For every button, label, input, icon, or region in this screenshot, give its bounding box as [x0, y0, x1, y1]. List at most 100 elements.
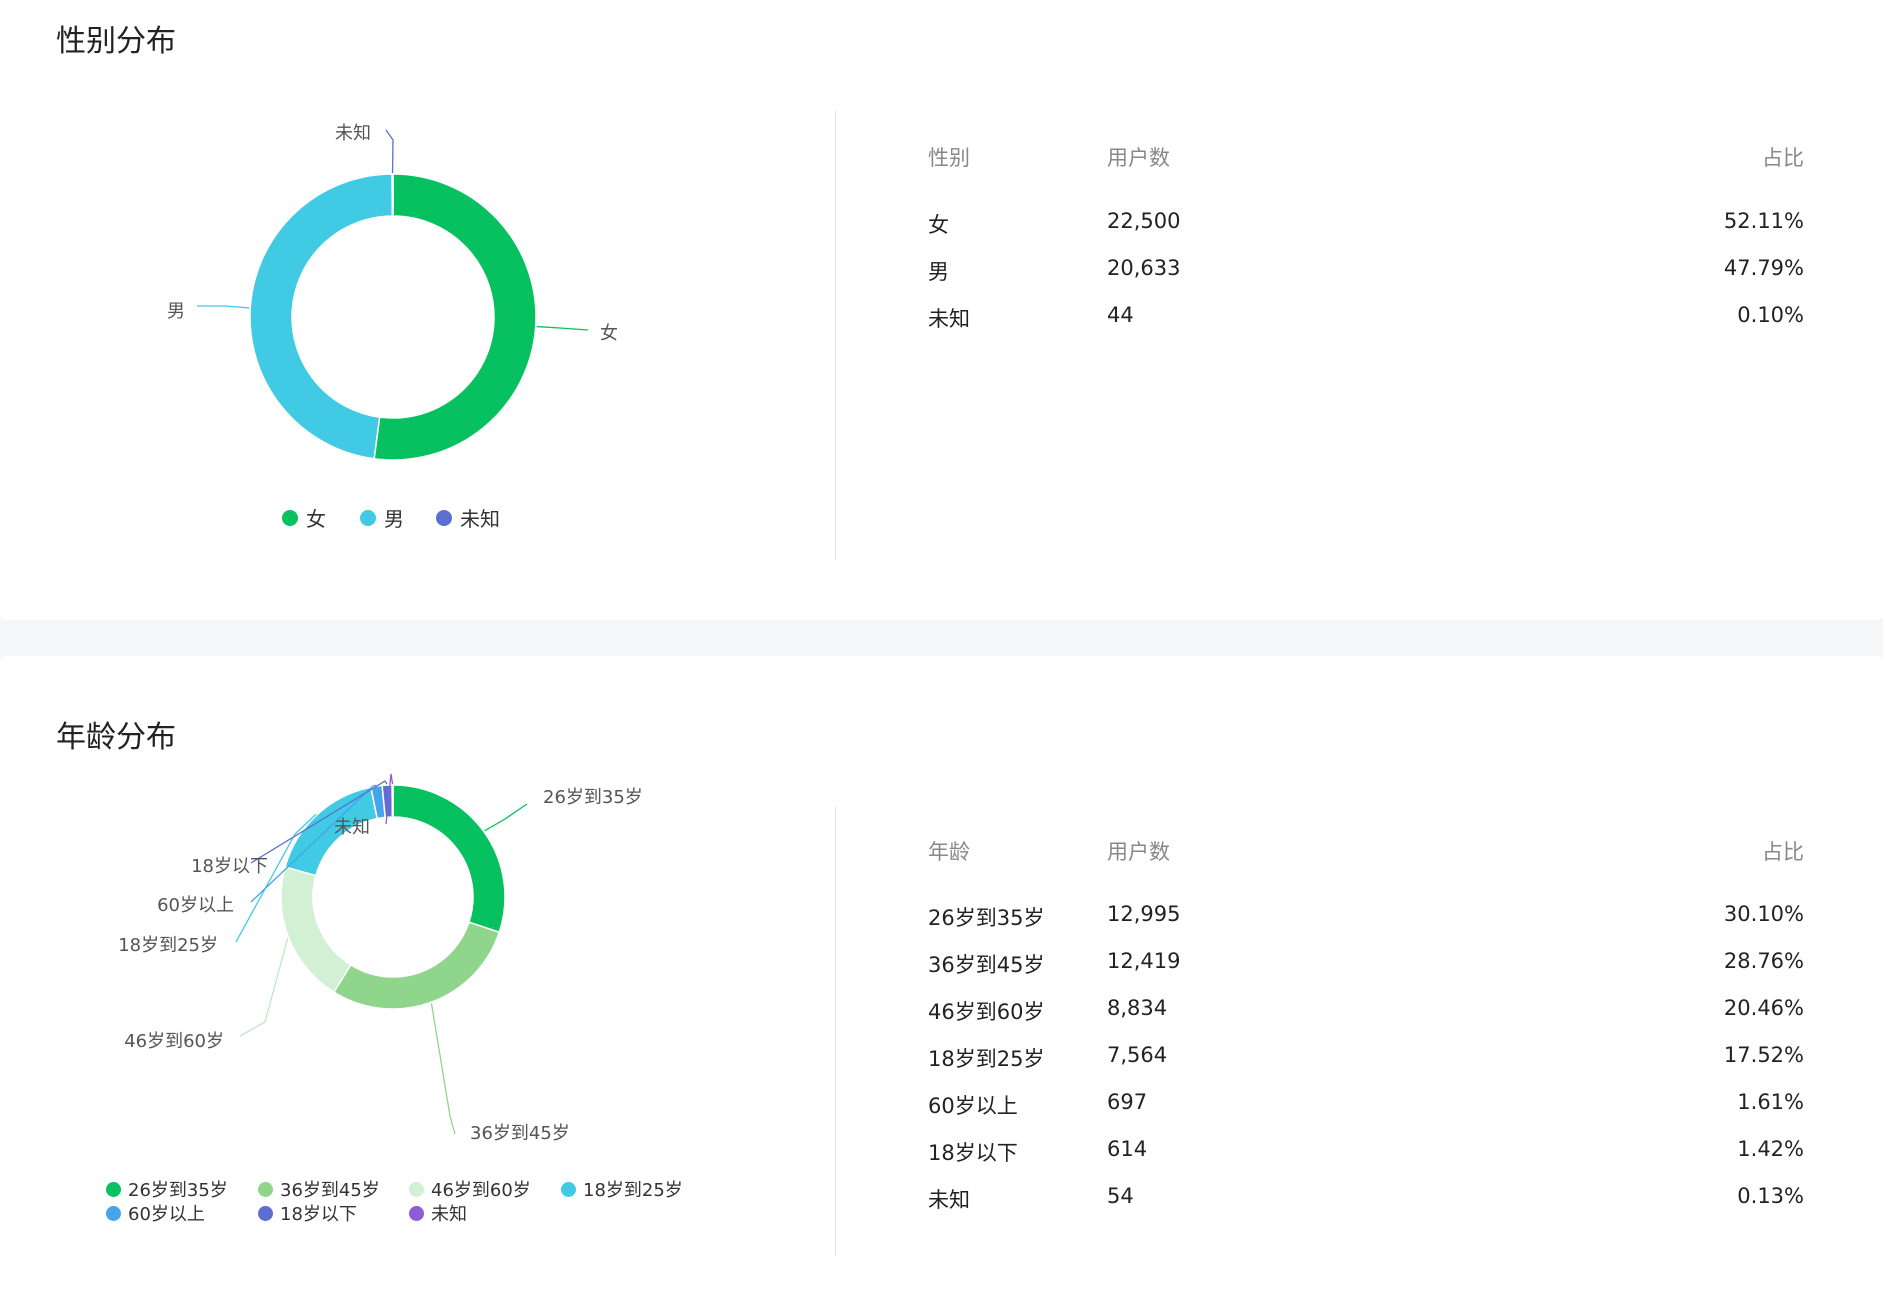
gender-table-cell: 47.79%	[1723, 256, 1804, 280]
age-legend-item-2[interactable]: 46岁到60岁	[409, 1176, 531, 1202]
age-table-cell: 26岁到35岁	[928, 906, 1045, 930]
gender-table-cell: 男	[928, 260, 949, 284]
gender-slice-label-0: 女	[600, 323, 618, 344]
age-section-title: 年龄分布	[56, 720, 176, 755]
age-table-cell: 36岁到45岁	[928, 953, 1045, 977]
gender-donut-slice-1[interactable]	[249, 173, 394, 460]
age-legend-dot-icon	[409, 1205, 424, 1221]
gender-leader-line-0	[536, 325, 589, 331]
age-donut-slice-0[interactable]	[392, 784, 506, 934]
gender-table-header-1: 用户数	[1107, 146, 1170, 170]
age-legend-item-0[interactable]: 26岁到35岁	[106, 1176, 228, 1202]
age-slice-label-2: 46岁到60岁	[124, 1031, 224, 1052]
gender-table-header-2: 占比	[1762, 146, 1804, 170]
age-leader-line-0	[484, 803, 528, 832]
age-legend-label: 18岁到25岁	[583, 1180, 683, 1201]
age-slice-label-1: 36岁到45岁	[470, 1123, 570, 1144]
age-legend-dot-icon	[561, 1181, 576, 1197]
age-slice-label-5: 18岁以下	[191, 856, 268, 877]
gender-legend-label: 男	[384, 507, 404, 531]
age-legend-dot-icon	[106, 1181, 121, 1197]
age-table-cell: 614	[1107, 1137, 1148, 1161]
age-table-cell: 8,834	[1107, 996, 1168, 1020]
gender-table-cell: 44	[1107, 303, 1134, 327]
age-table-cell: 1.42%	[1737, 1137, 1804, 1161]
gender-leader-line-1	[197, 305, 250, 309]
age-legend-label: 46岁到60岁	[431, 1180, 531, 1201]
age-table-header-2: 占比	[1762, 840, 1804, 864]
age-table-cell: 20.46%	[1723, 996, 1804, 1020]
gender-slice-label-1: 男	[167, 301, 185, 322]
age-legend-dot-icon	[106, 1205, 121, 1221]
gender-donut-slice-0[interactable]	[373, 173, 537, 461]
age-table-cell: 30.10%	[1723, 902, 1804, 926]
age-donut-slice-2[interactable]	[280, 866, 352, 994]
gender-legend-item-1[interactable]: 男	[360, 503, 404, 532]
age-table-header-1: 用户数	[1107, 840, 1170, 864]
gender-divider	[835, 110, 836, 560]
age-table-cell: 17.52%	[1723, 1043, 1804, 1067]
age-divider	[835, 806, 836, 1256]
age-legend-label: 26岁到35岁	[128, 1180, 228, 1201]
gender-legend-dot-icon	[282, 509, 298, 526]
age-legend-item-1[interactable]: 36岁到45岁	[258, 1176, 380, 1202]
age-table-cell: 28.76%	[1723, 949, 1804, 973]
age-legend-dot-icon	[409, 1181, 424, 1197]
age-leader-line-5	[250, 780, 388, 864]
age-leader-line-6	[385, 773, 394, 825]
gender-table-cell: 未知	[928, 307, 970, 331]
age-slice-label-0: 26岁到35岁	[543, 787, 643, 808]
age-legend-dot-icon	[258, 1181, 273, 1197]
age-legend-item-5[interactable]: 18岁以下	[258, 1200, 357, 1226]
age-table-cell: 18岁以下	[928, 1141, 1018, 1165]
age-leader-line-4	[250, 784, 377, 903]
age-legend-label: 60岁以上	[128, 1204, 205, 1225]
age-slice-label-3: 18岁到25岁	[118, 935, 218, 956]
age-table-cell: 46岁到60岁	[928, 1000, 1045, 1024]
gender-table-cell: 52.11%	[1723, 209, 1804, 233]
age-leader-line-3	[235, 813, 317, 943]
age-leader-line-1	[430, 1003, 456, 1135]
age-table-cell: 0.13%	[1737, 1184, 1804, 1208]
gender-leader-line-2	[385, 129, 394, 174]
age-leader-line-2	[239, 937, 289, 1037]
age-table-cell: 未知	[928, 1188, 970, 1212]
gender-donut-chart: 女 男 未知	[167, 123, 618, 461]
age-table-cell: 1.61%	[1737, 1090, 1804, 1114]
gender-legend-item-2[interactable]: 未知	[436, 503, 500, 532]
age-legend-label: 18岁以下	[280, 1204, 357, 1225]
age-table-cell: 18岁到25岁	[928, 1047, 1045, 1071]
age-table-cell: 54	[1107, 1184, 1134, 1208]
gender-legend-dot-icon	[436, 509, 452, 526]
gender-donut-slice-2[interactable]	[391, 173, 394, 217]
age-table-cell: 7,564	[1107, 1043, 1168, 1067]
gender-table-header-0: 性别	[928, 146, 970, 170]
age-table-cell: 12,419	[1107, 949, 1181, 973]
age-panel: 年龄分布 26岁到35岁 36岁到45岁 46岁到60岁 18岁到25岁 60岁以上 18…	[0, 656, 1883, 1307]
age-legend-item-3[interactable]: 18岁到25岁	[561, 1176, 683, 1202]
age-legend-item-4[interactable]: 60岁以上	[106, 1200, 205, 1226]
age-legend-label: 36岁到45岁	[280, 1180, 380, 1201]
age-slice-label-6: 未知	[334, 817, 370, 838]
age-table-cell: 60岁以上	[928, 1094, 1018, 1118]
gender-legend-label: 未知	[460, 507, 500, 531]
gender-legend-item-0[interactable]: 女	[282, 503, 326, 532]
age-donut-slice-1[interactable]	[332, 921, 501, 1010]
gender-section-title: 性别分布	[56, 24, 176, 59]
age-table-cell: 697	[1107, 1090, 1148, 1114]
gender-table-cell: 女	[928, 213, 949, 237]
age-legend-item-6[interactable]: 未知	[409, 1200, 467, 1226]
age-donut-slice-6[interactable]	[391, 784, 394, 818]
age-legend-dot-icon	[258, 1205, 273, 1221]
gender-panel: 性别分布 女男未知 女男未知 性别 用户数 占比女 22,500 52.11% 男 20,6…	[0, 0, 1883, 620]
age-table-header-0: 年龄	[928, 840, 970, 864]
gender-legend-dot-icon	[360, 509, 376, 526]
gender-table-cell: 0.10%	[1737, 303, 1804, 327]
age-table-cell: 12,995	[1107, 902, 1181, 926]
gender-table-cell: 22,500	[1107, 209, 1181, 233]
age-legend-label: 未知	[431, 1204, 467, 1225]
age-donut-chart: 26岁到35岁 36岁到45岁 46岁到60岁 18岁到25岁 60岁以上 18岁以下 未知	[118, 773, 643, 1144]
gender-table-cell: 20,633	[1107, 256, 1181, 280]
gender-legend-label: 女	[306, 507, 326, 531]
age-slice-label-4: 60岁以上	[157, 895, 234, 916]
